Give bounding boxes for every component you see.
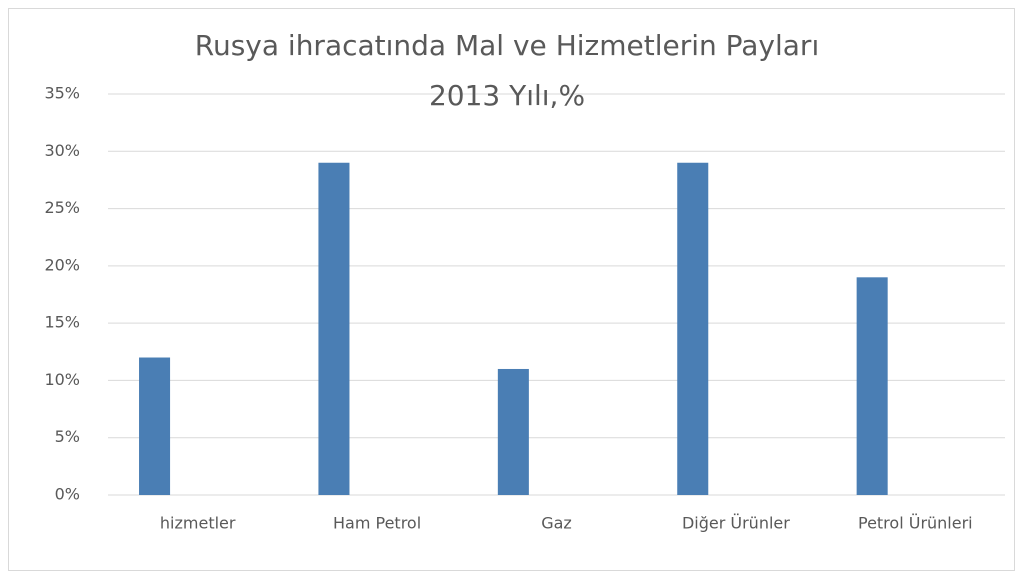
y-tick-label: 35% bbox=[44, 84, 80, 103]
y-tick-label: 20% bbox=[44, 255, 80, 274]
y-tick-label: 0% bbox=[55, 485, 80, 504]
bar bbox=[318, 162, 350, 495]
x-tick-label: hizmetler bbox=[160, 514, 236, 533]
y-tick-label: 10% bbox=[44, 370, 80, 389]
x-tick-label: Diğer Ürünler bbox=[682, 514, 790, 533]
y-tick-label: 30% bbox=[44, 141, 80, 160]
bar bbox=[677, 162, 709, 495]
grid: 0% 5% 10% 15% 20% 25% 30% 35% bbox=[44, 84, 1005, 504]
bar bbox=[139, 357, 171, 495]
bar bbox=[497, 368, 529, 495]
x-tick-label: Gaz bbox=[541, 514, 572, 533]
chart-subtitle: 2013 Yılı,% bbox=[429, 79, 585, 112]
y-tick-label: 25% bbox=[44, 198, 80, 217]
bar bbox=[856, 277, 888, 495]
y-tick-label: 5% bbox=[55, 427, 80, 446]
bars bbox=[139, 162, 888, 495]
y-tick-label: 15% bbox=[44, 313, 80, 332]
x-tick-label: Petrol Ürünleri bbox=[858, 514, 973, 533]
chart-title: Rusya ihracatında Mal ve Hizmetlerin Pay… bbox=[195, 29, 819, 62]
x-tick-label: Ham Petrol bbox=[333, 514, 421, 533]
